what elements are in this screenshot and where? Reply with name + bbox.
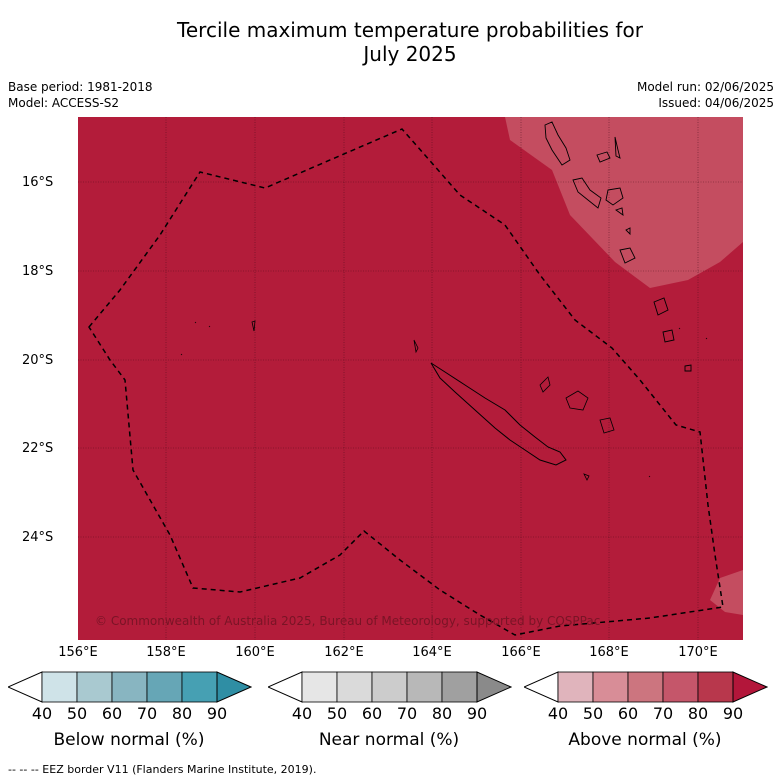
legend-tick-label: 40 (547, 704, 569, 723)
x-tick-168e: 168°E (589, 645, 629, 660)
legend-below-normal (8, 671, 252, 703)
legend-below-title: Below normal (%) (53, 730, 205, 750)
legend-bin-5 (181, 671, 218, 703)
legend-bin-1 (301, 671, 338, 703)
copyright-notice: © Commonwealth of Australia 2025, Bureau… (95, 614, 601, 628)
legend-bin-4 (662, 671, 699, 703)
title-line-2: July 2025 (363, 42, 457, 66)
legend-tick-label: 70 (136, 704, 158, 723)
legend-tick-label: 40 (291, 704, 313, 723)
mare-island (599, 417, 615, 434)
x-tick-158e: 158°E (146, 645, 186, 660)
x-tick-164e: 164°E (412, 645, 452, 660)
legend-bin-1 (557, 671, 594, 703)
legend-bin-4 (406, 671, 443, 703)
eez-footnote: -- -- -- EEZ border V11 (Flanders Marine… (8, 763, 317, 776)
legend-bin-5 (441, 671, 478, 703)
legend-tick-label: 90 (466, 704, 488, 723)
x-tick-162e: 162°E (324, 645, 364, 660)
legend-tick-label: 50 (66, 704, 88, 723)
eez-border (88, 128, 724, 636)
x-tick-166e: 166°E (501, 645, 541, 660)
legend-high-extension (216, 671, 252, 703)
legend-near-title: Near normal (%) (318, 730, 460, 750)
legend-bin-3 (371, 671, 408, 703)
lifou-island (565, 390, 589, 411)
gridlines (78, 117, 743, 640)
legend-tick-label: 70 (396, 704, 418, 723)
legend-bin-2 (336, 671, 373, 703)
legend-low-extension (524, 671, 559, 703)
legend-near-normal (268, 671, 512, 703)
issued-date: Issued: 04/06/2025 (658, 96, 774, 110)
legend-bin-3 (111, 671, 148, 703)
legend-bin-4 (146, 671, 183, 703)
legend-tick-label: 90 (206, 704, 228, 723)
legend-tick-label: 50 (582, 704, 604, 723)
y-tick-22s: 22°S (22, 441, 54, 456)
ouvea-island (539, 376, 551, 393)
meta-right: Model run: 02/06/2025 Issued: 04/06/2025 (637, 79, 774, 111)
x-tick-170e: 170°E (678, 645, 718, 660)
legend-low-extension (8, 671, 43, 703)
base-period: Base period: 1981-2018 (8, 80, 153, 94)
meta-left: Base period: 1981-2018 Model: ACCESS-S2 (8, 79, 153, 111)
legend-tick-label: 40 (31, 704, 53, 723)
map-title: Tercile maximum temperature probabilitie… (0, 18, 781, 66)
y-tick-20s: 20°S (22, 353, 54, 368)
legend-bin-2 (76, 671, 113, 703)
legend-tick-label: 70 (652, 704, 674, 723)
legend-tick-label: 80 (687, 704, 709, 723)
new-caledonia-coast (430, 362, 567, 466)
vanuatu-islands (544, 121, 692, 372)
x-tick-156e: 156°E (58, 645, 98, 660)
legend-tick-label: 60 (361, 704, 383, 723)
legend-above-title: Above normal (%) (568, 730, 722, 750)
model-name: Model: ACCESS-S2 (8, 96, 120, 110)
title-line-1: Tercile maximum temperature probabilitie… (177, 18, 643, 42)
legend-tick-label: 90 (722, 704, 744, 723)
y-tick-24s: 24°S (22, 530, 54, 545)
legend-low-extension (268, 671, 303, 703)
reef-islets (180, 320, 708, 478)
legend-bin-2 (592, 671, 629, 703)
belep-islands (413, 339, 419, 354)
legend-tick-label: 80 (431, 704, 453, 723)
legend-tick-label: 60 (101, 704, 123, 723)
y-tick-18s: 18°S (22, 264, 54, 279)
y-tick-16s: 16°S (22, 175, 54, 190)
legend-tick-label: 60 (617, 704, 639, 723)
legend-bin-1 (41, 671, 78, 703)
probability-band-70-80 (505, 117, 743, 288)
probability-band-70-80-south (710, 570, 743, 615)
legend-high-extension (476, 671, 512, 703)
legend-high-extension (732, 671, 768, 703)
legend-bin-3 (627, 671, 664, 703)
legend-above-normal (524, 671, 768, 703)
legend-tick-label: 50 (326, 704, 348, 723)
small-island-south (583, 473, 590, 481)
x-tick-160e: 160°E (235, 645, 275, 660)
legend-tick-label: 80 (171, 704, 193, 723)
model-run: Model run: 02/06/2025 (636, 80, 774, 94)
legend-bin-5 (697, 671, 734, 703)
